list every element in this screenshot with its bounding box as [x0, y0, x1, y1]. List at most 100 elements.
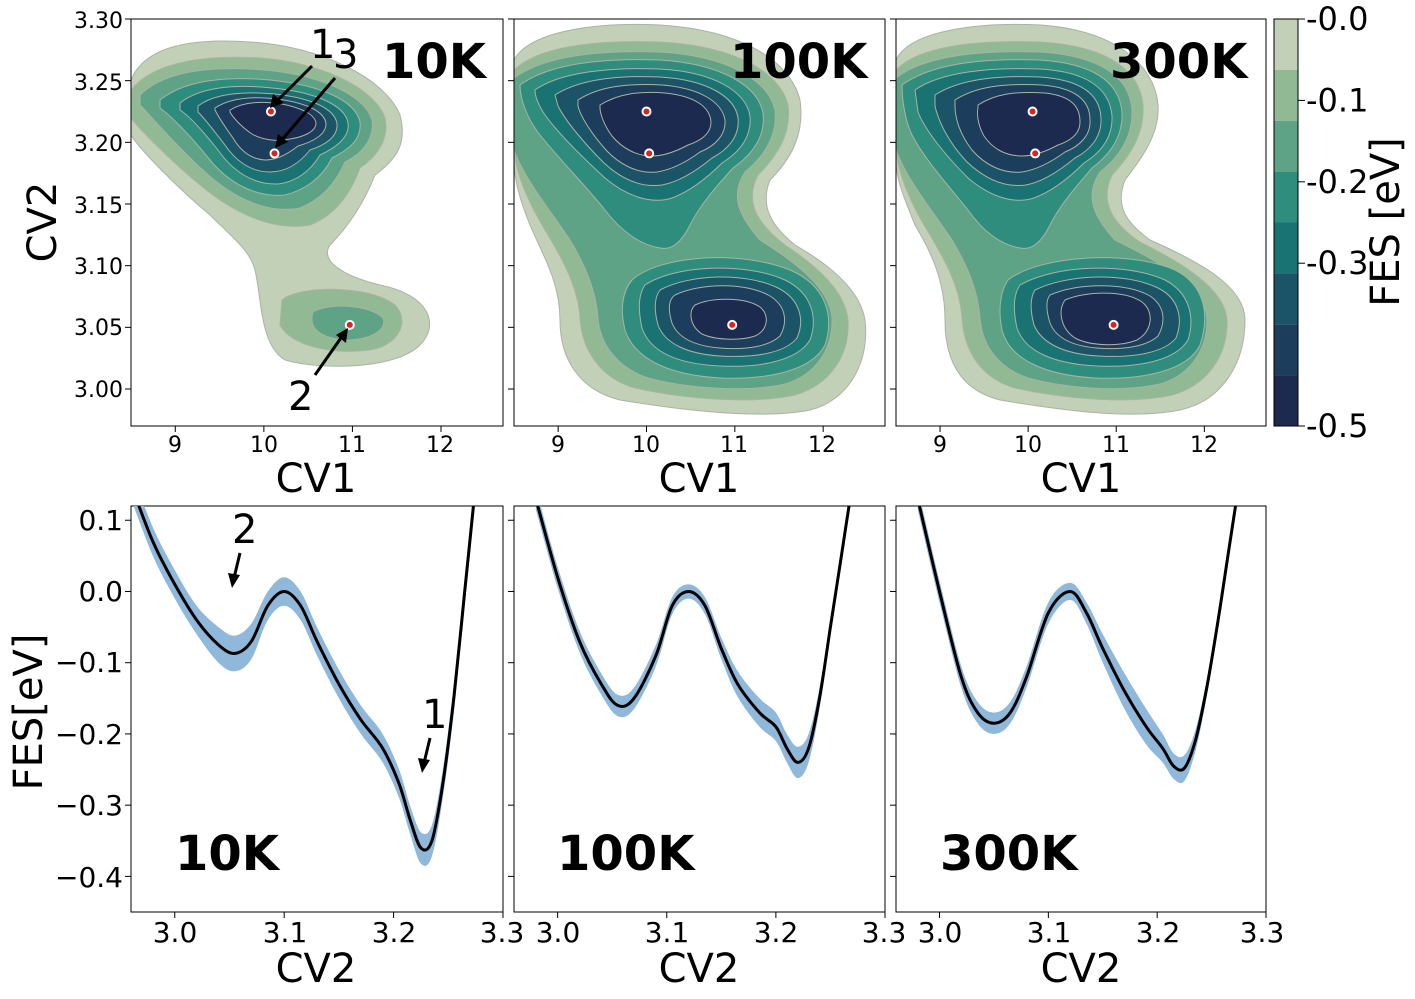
svg-text:9: 9 — [933, 433, 947, 458]
colorbar-band — [1274, 222, 1298, 274]
svg-text:3.30: 3.30 — [74, 9, 123, 34]
colorbar-label: FES [eV] — [1363, 137, 1409, 307]
svg-text:3.0: 3.0 — [918, 916, 963, 949]
minimum-marker — [1027, 106, 1038, 117]
svg-text:3.2: 3.2 — [1136, 916, 1181, 949]
svg-text:3.1: 3.1 — [263, 916, 308, 949]
svg-text:−0.2: −0.2 — [55, 718, 123, 751]
x-axis-label: CV1 — [1041, 456, 1122, 502]
colorbar-tick-label: -0.5 — [1306, 407, 1368, 445]
annotation-label-1: 1 — [422, 692, 447, 738]
x-axis-label: CV2 — [659, 946, 740, 992]
colorbar-band — [1274, 273, 1298, 325]
svg-text:12: 12 — [1190, 433, 1218, 458]
svg-text:3.2: 3.2 — [754, 916, 799, 949]
minimum-marker — [344, 319, 355, 330]
svg-text:0.0: 0.0 — [78, 575, 123, 608]
annotation-2: 2 — [228, 507, 257, 588]
colorbar-band — [1274, 69, 1298, 121]
contour-band — [690, 298, 767, 340]
annotation-1: 1 — [270, 22, 335, 108]
plot-frame — [895, 505, 1267, 913]
panel-label-300k: 300K — [940, 826, 1079, 882]
x-axis-label: CV1 — [276, 456, 357, 502]
svg-text:3.3: 3.3 — [1240, 916, 1285, 949]
xtick-labels: 3.0 3.1 3.2 3.3 — [153, 916, 525, 949]
minimum-marker — [1030, 148, 1041, 159]
svg-text:0.1: 0.1 — [78, 504, 123, 537]
svg-text:11: 11 — [1102, 433, 1130, 458]
xtick-labels: 9 10 11 12 — [168, 433, 454, 458]
y-axis-label: CV2 — [20, 182, 66, 263]
colorbar-tick-label: -0.2 — [1306, 163, 1368, 201]
x-axis-label: CV2 — [276, 946, 357, 992]
minimum-marker — [644, 148, 655, 159]
contour-band — [1060, 292, 1151, 346]
svg-text:−0.1: −0.1 — [55, 646, 123, 679]
contour-band — [599, 91, 712, 157]
fes-curve — [536, 506, 851, 764]
svg-text:3.00: 3.00 — [74, 378, 123, 403]
svg-text:11: 11 — [720, 433, 748, 458]
annotation-label-2: 2 — [288, 374, 313, 420]
uncertainty-band — [917, 506, 1237, 784]
colorbar-tick-label: -0.1 — [1306, 81, 1368, 119]
svg-text:3.0: 3.0 — [153, 916, 198, 949]
colorbar-band — [1274, 375, 1298, 426]
svg-text:3.25: 3.25 — [74, 71, 123, 96]
svg-text:3.15: 3.15 — [74, 194, 123, 219]
svg-text:3.1: 3.1 — [1027, 916, 1072, 949]
svg-text:−0.4: −0.4 — [55, 861, 123, 894]
plot-frame — [895, 18, 1267, 427]
svg-text:3.10: 3.10 — [74, 255, 123, 280]
svg-text:12: 12 — [426, 433, 454, 458]
xtick-labels: 9 10 11 12 — [551, 433, 836, 458]
panel-label-100k: 100K — [730, 34, 869, 90]
panel-label-10k: 10K — [175, 826, 281, 882]
uncertainty-band — [133, 506, 475, 866]
svg-text:9: 9 — [168, 433, 182, 458]
svg-text:12: 12 — [808, 433, 836, 458]
colorbar-band — [1274, 120, 1298, 172]
plot-frame — [130, 505, 504, 913]
svg-text:−0.3: −0.3 — [55, 789, 123, 822]
panel-label-300k: 300K — [1110, 34, 1249, 90]
annotation-label-3: 3 — [333, 32, 358, 78]
svg-text:11: 11 — [338, 433, 366, 458]
colorbar-band — [1274, 324, 1298, 376]
x-axis-label: CV2 — [1041, 946, 1122, 992]
svg-text:3.3: 3.3 — [862, 916, 907, 949]
contour-band — [977, 91, 1081, 157]
ytick-labels: 0.1 0.0 −0.1 −0.2 −0.3 −0.4 — [55, 504, 123, 894]
fes-curve — [137, 506, 475, 852]
annotation-label-1: 1 — [310, 22, 335, 68]
line-panel-10k: 2 1 10K 0.1 0.0 −0.1 −0.2 −0.3 −0.4 3.0 … — [6, 504, 525, 992]
minimum-marker — [265, 106, 276, 117]
svg-text:3.20: 3.20 — [74, 132, 123, 157]
annotation-2: 2 — [288, 328, 348, 420]
minimum-marker — [641, 106, 652, 117]
svg-text:9: 9 — [551, 433, 565, 458]
colorbar-tick-label: -0.0 — [1306, 0, 1368, 38]
fes-curve — [917, 506, 1238, 772]
svg-text:10: 10 — [250, 433, 278, 458]
x-axis-label: CV1 — [659, 456, 740, 502]
colorbar-band — [1274, 19, 1298, 70]
svg-text:3.1: 3.1 — [645, 916, 690, 949]
xtick-labels: 9 10 11 12 — [933, 433, 1218, 458]
minimum-marker — [269, 148, 280, 159]
annotation-1: 1 — [418, 692, 447, 773]
xtick-labels: 3.0 3.1 3.2 3.3 — [918, 916, 1285, 949]
minimum-marker — [1108, 319, 1119, 330]
contour-panel-300k: 300K 9 10 11 12 CV1 — [890, 18, 1267, 502]
svg-text:3.0: 3.0 — [536, 916, 581, 949]
panel-label-100k: 100K — [557, 826, 696, 882]
panel-label-10k: 10K — [382, 34, 488, 90]
plot-frame — [513, 18, 886, 427]
plot-frame — [130, 18, 504, 427]
svg-text:10: 10 — [632, 433, 660, 458]
ytick-labels: 3.30 3.25 3.20 3.15 3.10 3.05 3.00 — [74, 9, 123, 403]
y-axis-label: FES[eV] — [6, 634, 52, 791]
uncertainty-band — [535, 506, 851, 779]
